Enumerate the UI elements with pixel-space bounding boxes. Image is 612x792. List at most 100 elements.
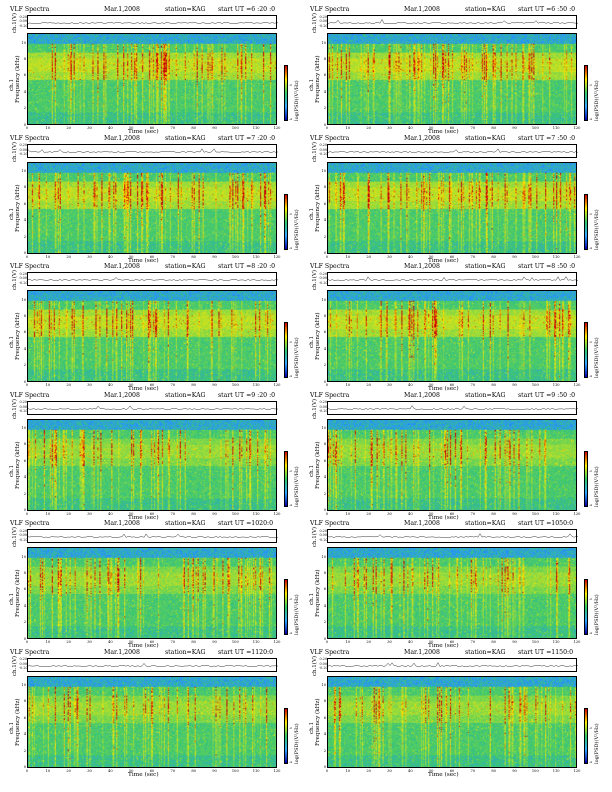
x-tick-label: 0 xyxy=(325,768,329,773)
spectrogram-plot xyxy=(27,161,277,254)
x-tick-label: 40 xyxy=(408,768,413,773)
x-tick-label: 100 xyxy=(231,511,239,516)
frequency-ylabel: Frequency (kHz) xyxy=(15,312,21,360)
colorbar-tick-label: -4 xyxy=(589,374,592,378)
x-tick-label: 0 xyxy=(325,383,329,387)
colorbar-label: log(PSD)(V²/Hz) xyxy=(594,208,600,250)
waveform-ylabel: ch.1(V) xyxy=(312,12,319,34)
spectrogram-image xyxy=(28,419,276,510)
x-tick-label: 20 xyxy=(66,254,71,259)
station-label: station=KAG xyxy=(465,6,506,13)
waveform-line xyxy=(28,147,278,153)
colorbar xyxy=(584,707,588,764)
colorbar-label-wrap: log(PSD)(V²/Hz) xyxy=(294,708,304,764)
x-tick-label: 50 xyxy=(428,383,434,387)
time-xlabel: Time (sec) xyxy=(428,129,459,135)
x-tick-label: 60 xyxy=(449,126,455,130)
x-tick-label: 90 xyxy=(512,126,517,130)
x-tick-label: 100 xyxy=(531,254,539,259)
colorbar-label: log(PSD)(V²/Hz) xyxy=(594,594,600,635)
y-tick-label: 8 xyxy=(23,56,26,61)
station-label: station=KAG xyxy=(165,648,206,656)
waveform-tick-label: 0.20 xyxy=(19,143,27,147)
x-tick-label: 120 xyxy=(573,511,581,516)
x-tick-label: 20 xyxy=(66,511,71,516)
waveform-ylabel: ch.1(V) xyxy=(312,655,319,676)
y-tick-label: 6 xyxy=(23,458,26,463)
waveform-tick-label: 0.00 xyxy=(319,404,327,409)
x-tick-label: 50 xyxy=(428,254,434,259)
x-tick-label: 90 xyxy=(512,383,517,387)
x-tick-label: 20 xyxy=(366,383,371,387)
colorbar-label-wrap: log(PSD)(V²/Hz) xyxy=(594,451,604,507)
x-tick-label: 0 xyxy=(325,511,329,516)
waveform-trace xyxy=(28,405,278,410)
colorbar-label-wrap: log(PSD)(V²/Hz) xyxy=(594,579,604,635)
x-tick-label: 60 xyxy=(449,511,455,516)
colorbar-label: log(PSD)(V²/Hz) xyxy=(594,465,600,507)
x-tick-label: 40 xyxy=(408,640,413,644)
y-tick-label: 10 xyxy=(321,554,326,559)
panel-title: VLF Spectra Mar.1,2008 station=KAG start UT… xyxy=(308,519,578,528)
x-tick-label: 60 xyxy=(449,768,455,773)
station-label: station=KAG xyxy=(465,263,506,270)
colorbar-tick-label: -2 xyxy=(589,211,592,216)
x-tick-label: 90 xyxy=(512,511,517,516)
colorbar-tick-label: -2 xyxy=(289,468,292,473)
x-tick-label: 40 xyxy=(408,126,413,130)
waveform-tick-label: 0.00 xyxy=(19,147,27,152)
waveform-axis-label: ch.1(V) xyxy=(308,655,319,676)
waveform-tick-label: 0.00 xyxy=(19,533,27,537)
x-tick-label: 30 xyxy=(87,254,92,259)
x-tick-label: 50 xyxy=(128,126,134,130)
app-name: VLF Spectra xyxy=(310,134,350,142)
waveform-tick-label: -0.20 xyxy=(19,666,28,670)
y-tick-label: 10 xyxy=(21,554,26,559)
waveform-axis-label: ch.1(V) xyxy=(8,269,19,291)
x-tick-label: 40 xyxy=(108,768,113,773)
app-name: VLF Spectra xyxy=(10,520,50,527)
x-tick-label: 50 xyxy=(428,511,434,516)
waveform-trace xyxy=(328,18,578,24)
waveform-line xyxy=(328,533,578,538)
waveform-plot xyxy=(27,529,278,543)
y-tick-label: 10 xyxy=(321,40,326,45)
waveform-ylabel: ch.1(V) xyxy=(312,398,319,419)
frequency-ylabel: Frequency (kHz) xyxy=(315,55,321,103)
x-tick-label: 30 xyxy=(87,640,92,644)
x-tick-label: 60 xyxy=(449,254,455,259)
x-tick-label: 80 xyxy=(491,511,496,516)
colorbar xyxy=(584,322,588,378)
y-tick-label: 6 xyxy=(323,458,326,463)
x-tick-label: 70 xyxy=(470,383,476,387)
station-label: station=KAG xyxy=(465,391,506,399)
app-name: VLF Spectra xyxy=(10,391,50,399)
colorbar xyxy=(584,193,588,250)
spectrogram-panel: VLF Spectra Mar.1,2008 station=KAG start UT… xyxy=(8,5,308,135)
x-tick-label: 20 xyxy=(66,126,71,130)
waveform-plot xyxy=(327,272,578,286)
waveform-tick-label: 0.00 xyxy=(19,19,27,23)
waveform-plot xyxy=(27,143,278,158)
waveform-ylabel: ch.1(V) xyxy=(12,269,19,291)
x-tick-label: 40 xyxy=(108,511,113,516)
y-tick-label: 0 xyxy=(323,636,326,641)
waveform-tick-label: 0.00 xyxy=(319,147,327,152)
x-tick-label: 20 xyxy=(66,640,71,644)
y-tick-label: 2 xyxy=(23,620,26,625)
spectrogram-image xyxy=(328,162,576,253)
waveform-tick-label: 0.20 xyxy=(19,14,27,19)
x-tick-label: 100 xyxy=(531,640,539,644)
waveform-tick-label: -0.20 xyxy=(319,537,328,542)
app-name: VLF Spectra xyxy=(10,134,50,142)
x-tick-label: 80 xyxy=(191,640,196,644)
x-tick-label: 40 xyxy=(408,383,413,387)
x-tick-label: 70 xyxy=(470,254,476,259)
date-label: Mar.1,2008 xyxy=(104,520,140,527)
y-tick-label: 10 xyxy=(21,40,26,45)
y-tick-label: 4 xyxy=(323,732,326,737)
x-tick-label: 110 xyxy=(552,126,560,130)
colorbar xyxy=(284,65,288,121)
y-tick-label: 0 xyxy=(23,379,26,384)
